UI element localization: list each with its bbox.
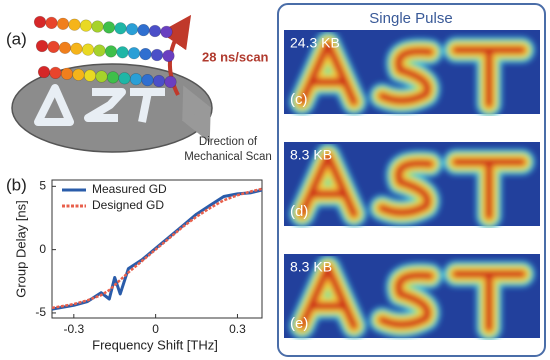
legend-label: Measured GD bbox=[92, 182, 167, 196]
panel-label: (a) bbox=[6, 29, 27, 48]
image-label: (c) bbox=[290, 91, 308, 108]
heatmap-image: 8.3 KB (e) bbox=[284, 254, 540, 341]
heatmap-layer bbox=[299, 265, 525, 331]
image-size: 24.3 KB bbox=[290, 35, 340, 51]
ball bbox=[116, 46, 129, 59]
ball bbox=[148, 24, 162, 38]
x-axis-label: Frequency Shift [THz] bbox=[92, 337, 218, 352]
image-label: (d) bbox=[290, 203, 308, 220]
ball bbox=[37, 65, 51, 79]
image-size: 8.3 KB bbox=[290, 147, 332, 163]
ball bbox=[104, 45, 118, 58]
y-tick-label: -5 bbox=[35, 305, 46, 319]
image-size: 8.3 KB bbox=[290, 259, 332, 275]
ball bbox=[106, 71, 120, 84]
heatmap-blobs bbox=[289, 31, 535, 117]
x-tick-label: 0 bbox=[152, 322, 159, 336]
series-line bbox=[51, 187, 263, 310]
ball bbox=[141, 73, 154, 87]
panel-a: (a) 28 ns/scan Direction of Mechanical S… bbox=[6, 14, 272, 163]
ball bbox=[70, 42, 83, 55]
legend-label: Designed GD bbox=[92, 198, 164, 212]
ball bbox=[72, 68, 85, 81]
ball bbox=[49, 66, 62, 79]
ball bbox=[114, 22, 127, 35]
panel-title: Single Pulse bbox=[369, 10, 452, 27]
x-tick-label: -0.3 bbox=[63, 322, 84, 336]
speed-label: 28 ns/scan bbox=[202, 49, 269, 64]
ball bbox=[164, 75, 177, 88]
heatmap-layer bbox=[299, 153, 525, 219]
heatmap-layer bbox=[299, 41, 525, 107]
ball bbox=[35, 39, 49, 53]
panel-label: (b) bbox=[6, 175, 27, 194]
ball bbox=[79, 19, 93, 32]
ball bbox=[139, 47, 152, 61]
ball bbox=[95, 70, 108, 83]
heatmap-image: 8.3 KB (d) bbox=[284, 142, 540, 229]
ball bbox=[137, 23, 150, 37]
direction-label: Direction of bbox=[199, 136, 258, 148]
ball bbox=[68, 18, 81, 31]
disk-pattern bbox=[34, 84, 165, 126]
plot-frame bbox=[51, 179, 263, 319]
heatmap-blobs bbox=[289, 143, 535, 229]
ball bbox=[56, 17, 70, 30]
ball bbox=[118, 72, 131, 85]
direction-label: Mechanical Scan bbox=[184, 151, 272, 163]
ball bbox=[81, 43, 95, 56]
ball bbox=[58, 41, 72, 54]
heatmap-image: 24.3 KB (c) bbox=[284, 30, 540, 117]
ball bbox=[83, 69, 97, 82]
ball bbox=[60, 67, 74, 80]
ball bbox=[45, 16, 58, 29]
panel-b: (b) Frequency Shift [THz] Group Delay [n… bbox=[6, 175, 263, 352]
ball bbox=[47, 40, 60, 54]
y-axis-label: Group Delay [ns] bbox=[13, 200, 28, 298]
ball bbox=[160, 25, 173, 38]
direction-arrow bbox=[181, 85, 212, 143]
ball bbox=[93, 44, 106, 57]
x-tick-label: 0.3 bbox=[229, 322, 246, 336]
y-tick-label: 5 bbox=[39, 179, 46, 193]
ball bbox=[152, 74, 166, 88]
panel-right: Single Pulse 24.3 KB (c) 8.3 KB (d) 8.3 KB (e… bbox=[277, 3, 546, 357]
ball bbox=[102, 21, 116, 34]
ball bbox=[127, 47, 141, 60]
image-label: (e) bbox=[290, 315, 308, 332]
heatmap-blobs bbox=[289, 255, 535, 341]
ball bbox=[91, 20, 104, 33]
ball bbox=[125, 23, 139, 36]
ball bbox=[33, 15, 47, 29]
ball bbox=[129, 73, 143, 86]
ball bbox=[150, 48, 164, 62]
y-tick-label: 0 bbox=[39, 242, 46, 256]
ball bbox=[162, 49, 175, 63]
